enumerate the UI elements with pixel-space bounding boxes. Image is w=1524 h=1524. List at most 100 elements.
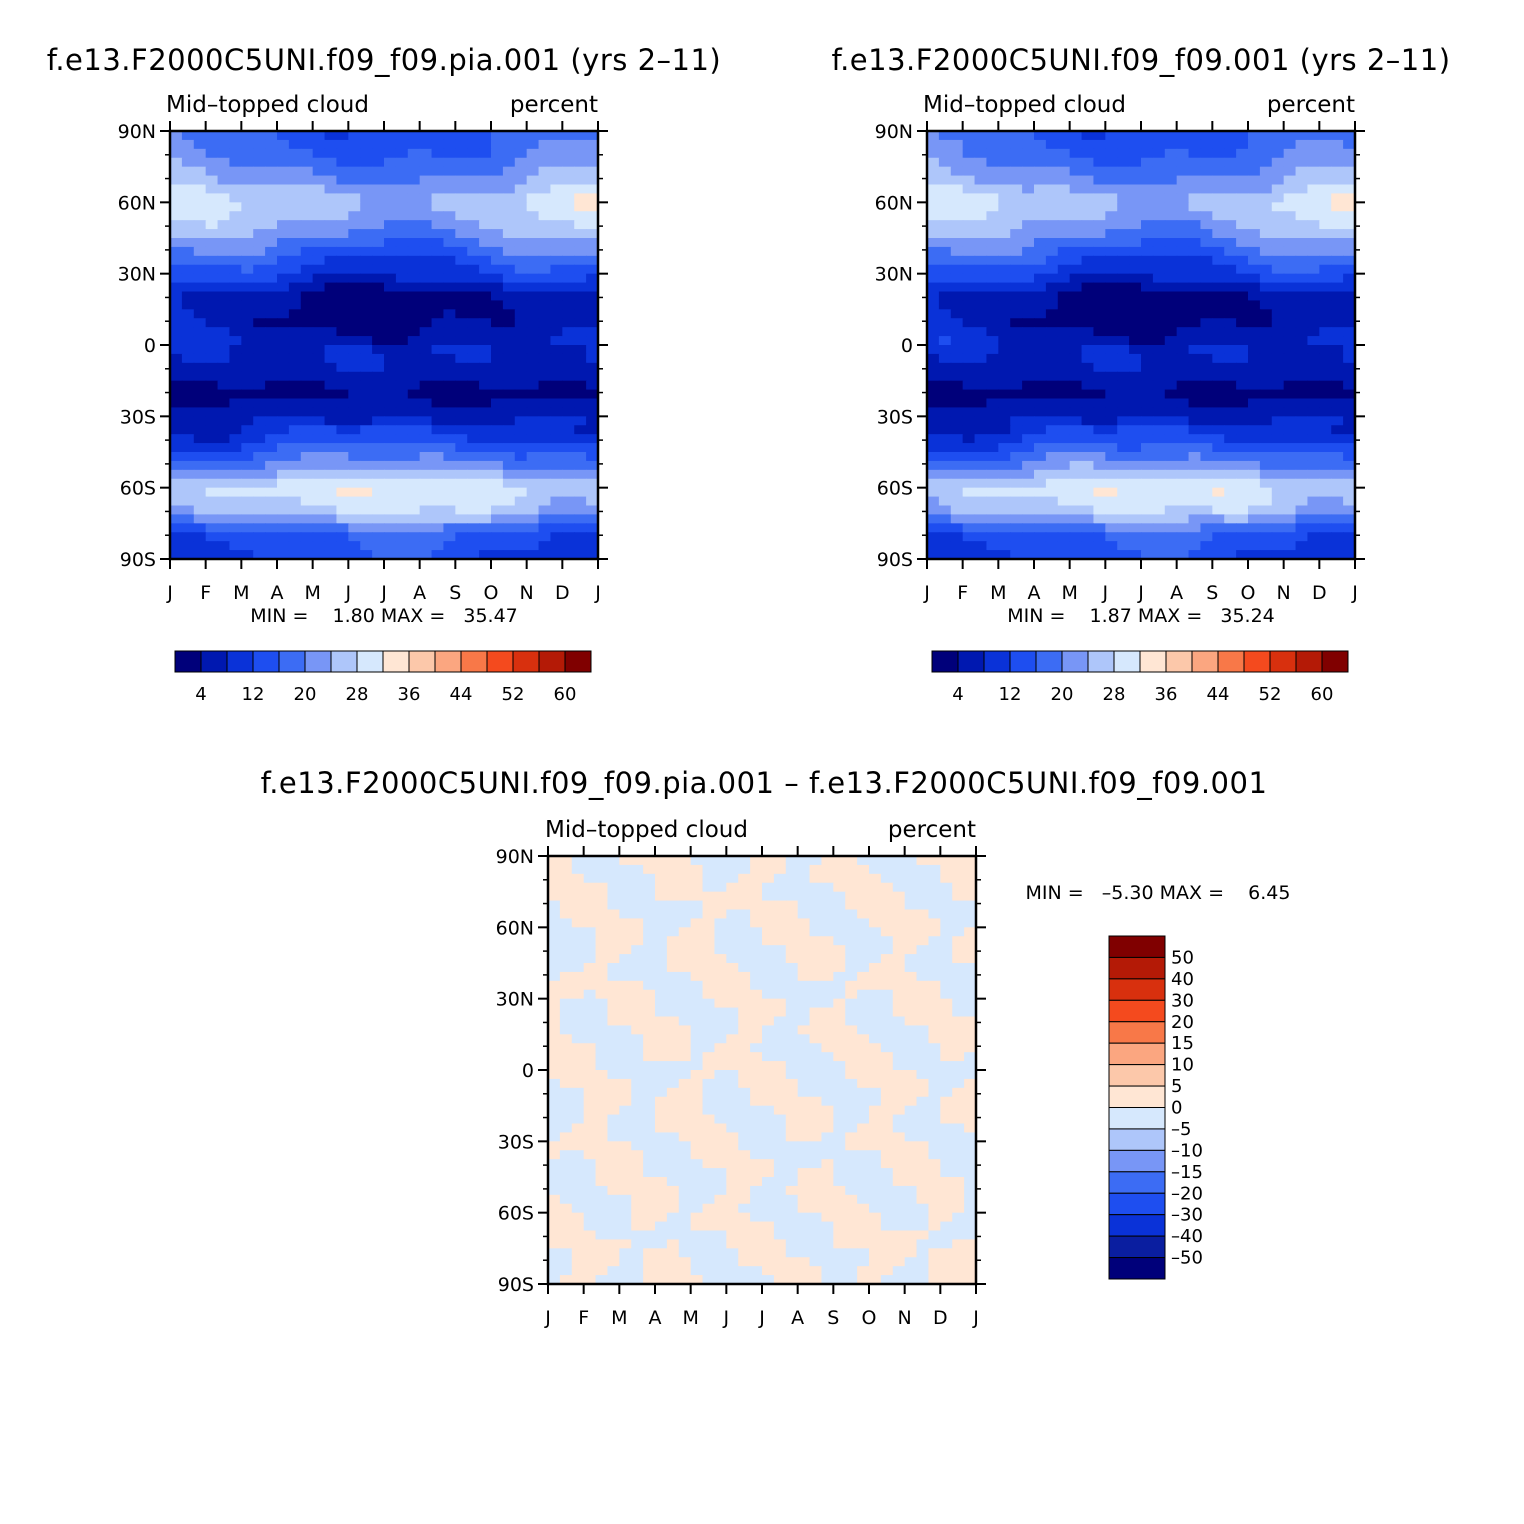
- panel-control-cell: [491, 514, 504, 524]
- panel-test-cell: [974, 300, 988, 310]
- panel-diff-cell: [928, 1007, 941, 1018]
- panel-control-cell: [491, 443, 504, 453]
- panel-test-cell: [1224, 264, 1237, 275]
- panel-control-cell: [407, 532, 421, 542]
- panel-test-cell: [1034, 353, 1047, 364]
- panel-diff-cell: [821, 954, 834, 964]
- panel-test-cell: [1176, 362, 1190, 373]
- panel-test-cell: [1295, 327, 1309, 337]
- panel-diff-cell: [880, 1078, 894, 1089]
- panel-test-cell: [1212, 460, 1225, 471]
- panel-diff-cell: [583, 1007, 597, 1018]
- panel-control-cell: [265, 131, 278, 141]
- panel-control-cell: [265, 380, 278, 391]
- panel-control-cell: [479, 184, 492, 195]
- panel-diff-cell: [916, 891, 930, 902]
- panel-control-cell: [288, 514, 302, 524]
- panel-control: f.e13.F2000C5UNI.f09_f09.pia.001 (yrs 2–…: [47, 43, 721, 705]
- panel-control-cell: [395, 380, 409, 391]
- panel-test-cell: [1069, 202, 1083, 212]
- panel-test-cell: [1283, 398, 1297, 409]
- panel-test-cell: [1081, 532, 1095, 542]
- panel-test-cell: [1010, 166, 1023, 177]
- panel-control-cell: [586, 184, 598, 195]
- panel-control-cell: [586, 300, 598, 310]
- panel-control-cell: [586, 336, 598, 346]
- panel-control-cell: [562, 407, 575, 417]
- panel-test-cell: [1093, 425, 1106, 435]
- panel-control-cell: [443, 264, 456, 275]
- panel-control-cell: [277, 371, 290, 382]
- panel-diff-cell: [797, 1034, 811, 1044]
- panel-control-cell: [372, 460, 385, 471]
- panel-test-cell: [1283, 300, 1297, 310]
- panel-control-cell: [395, 469, 409, 480]
- panel-control-cell: [526, 389, 540, 400]
- panel-control-cell: [431, 416, 445, 426]
- panel-test-cell: [962, 389, 976, 400]
- panel-diff-cell: [797, 918, 811, 928]
- panel-diff-cell: [809, 1087, 823, 1098]
- panel-test-cell: [1081, 452, 1095, 462]
- panel-control-cell: [181, 282, 195, 293]
- panel-test-cell: [1212, 496, 1225, 507]
- panel-control-cell: [431, 398, 445, 409]
- panel-control-cell: [431, 229, 445, 239]
- panel-control-cell: [348, 309, 361, 319]
- panel-control-cell: [193, 193, 207, 203]
- panel-diff-cell: [738, 900, 751, 911]
- panel-diff-cell: [797, 1061, 811, 1071]
- panel-test-cell: [1010, 300, 1023, 310]
- panel-test-cell: [1045, 362, 1059, 373]
- panel-control-cell: [170, 211, 183, 221]
- panel-control-cell: [395, 550, 409, 559]
- panel-diff-cell: [714, 1025, 727, 1035]
- panel-diff-cell: [797, 1159, 811, 1169]
- panel-diff-cell: [904, 927, 918, 937]
- panel-control-cell: [443, 460, 456, 471]
- panel-control-cell: [455, 478, 468, 489]
- panel-test-cell: [1010, 139, 1023, 150]
- panel-diff-cell: [655, 1070, 668, 1080]
- panel-diff-cell: [643, 856, 656, 866]
- panel-control-cell: [324, 291, 338, 302]
- panel-control-cell: [241, 175, 254, 186]
- panel-test-cell: [1343, 300, 1355, 310]
- panel-control-cell: [479, 166, 492, 177]
- panel-control-cell: [419, 193, 433, 203]
- panel-control-cell: [217, 416, 231, 426]
- panel-diff-cell: [964, 856, 976, 866]
- panel-test-cell: [1069, 460, 1083, 471]
- panel-control-cell: [562, 371, 575, 382]
- panel-test-cell: [1164, 407, 1178, 417]
- panel-control-cell: [205, 229, 219, 239]
- panel-diff-cell: [964, 1168, 976, 1178]
- panel-diff-cell: [916, 900, 930, 911]
- panel-control-cell: [312, 443, 326, 453]
- panel-diff-cell: [666, 998, 680, 1009]
- panel-diff-cell: [726, 856, 739, 866]
- panel-test-cell: [1188, 139, 1202, 150]
- panel-control-cell: [312, 131, 326, 141]
- panel-diff-cell: [666, 1025, 680, 1035]
- panel-control-cell: [419, 175, 433, 186]
- panel-diff-cell: [964, 909, 976, 920]
- panel-control-cell: [336, 353, 349, 364]
- panel-test-cell: [1152, 398, 1166, 409]
- panel-diff-cell: [714, 936, 727, 946]
- panel-control-cell: [550, 238, 563, 248]
- panel-diff-units-label: percent: [888, 817, 976, 843]
- panel-control-cell: [360, 220, 373, 230]
- panel-control-cell: [562, 264, 575, 275]
- panel-diff-cell: [702, 891, 716, 902]
- panel-test-cell: [1069, 434, 1083, 444]
- panel-diff-cell: [559, 1159, 573, 1169]
- panel-test-cell: [927, 175, 940, 186]
- panel-test-cell: [1152, 460, 1166, 471]
- panel-test-cell: [986, 398, 999, 409]
- panel-test-cell: [1259, 300, 1273, 310]
- panel-test-cell: [1188, 371, 1202, 382]
- panel-control-cell: [181, 541, 195, 551]
- panel-test-cell: [1105, 469, 1118, 480]
- panel-diff-cell: [892, 1150, 906, 1160]
